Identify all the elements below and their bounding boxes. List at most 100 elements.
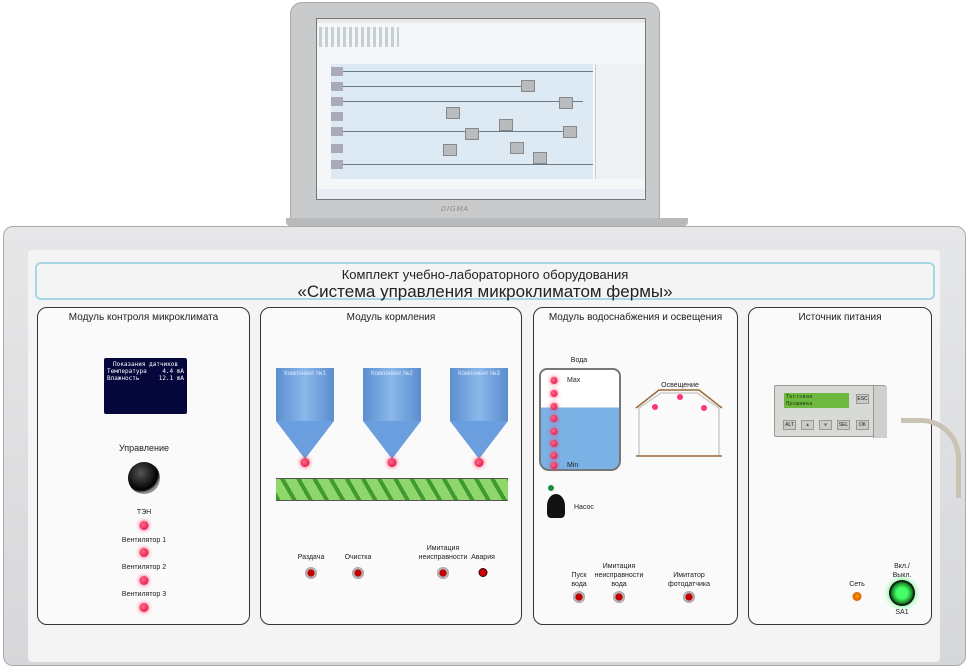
controller-panel: Тестовая Прошивка ESC ALT ⩓ ⩔ SEL OK <box>774 385 887 438</box>
lighting-label: Освещение <box>661 382 699 389</box>
row-label: Влажность <box>107 375 140 382</box>
input-row <box>331 112 343 121</box>
control-knob[interactable] <box>128 462 160 494</box>
climate-module: Модуль контроля микроклимата Показания д… <box>37 307 250 625</box>
button-label: Раздача <box>297 554 325 561</box>
water-start-button[interactable] <box>573 591 585 603</box>
sel-key[interactable]: SEL <box>837 420 850 430</box>
water-fault-button[interactable] <box>613 591 625 603</box>
barn-icon <box>635 389 723 457</box>
function-block[interactable] <box>521 80 535 92</box>
alt-key[interactable]: ALT <box>783 420 796 430</box>
esc-key[interactable]: ESC <box>856 394 869 404</box>
controller-port <box>873 386 887 438</box>
display-row-humidity: Влажность 12.1 mA <box>107 375 184 382</box>
function-block[interactable] <box>559 97 573 109</box>
indicator-label: Вентилятор 3 <box>121 591 167 598</box>
pump-icon <box>547 494 565 518</box>
max-label: Max <box>567 377 581 384</box>
wire <box>343 101 583 102</box>
sensor-display: Показания датчиков Температура 4.4 mA Вла… <box>104 358 187 414</box>
cable <box>901 418 961 498</box>
min-label: Min <box>567 462 579 469</box>
button-label: Очистка <box>344 554 372 561</box>
fault-simulation-button[interactable] <box>437 567 449 579</box>
hopper-label: Компонент №3 <box>450 368 508 421</box>
properties-panel <box>595 64 645 179</box>
input-row <box>331 67 343 76</box>
laptop-base <box>286 218 688 226</box>
switch-label: Вкл./ Выкл. <box>892 563 912 579</box>
hopper-3: Компонент №3 <box>450 368 508 459</box>
level-led <box>550 440 558 447</box>
button-label: Имитация неисправности <box>418 545 468 561</box>
lcd-line: Тестовая <box>786 394 813 400</box>
input-row <box>331 82 343 91</box>
dispense-button[interactable] <box>305 567 317 579</box>
button-label: Имитация неисправности вода <box>594 563 644 588</box>
wire <box>343 86 523 87</box>
function-block[interactable] <box>465 128 479 140</box>
row-value: 12.1 mA <box>158 375 184 382</box>
alarm-led <box>478 568 488 577</box>
row-value: 4.4 mA <box>162 368 184 375</box>
row-label: Температура <box>107 368 147 375</box>
wire <box>343 71 593 72</box>
wire <box>343 131 573 132</box>
indicator-label: ТЭН <box>136 509 152 516</box>
function-block[interactable] <box>533 152 547 164</box>
pump-label: Насос <box>574 504 594 511</box>
indicator-label: Вентилятор 1 <box>121 537 167 544</box>
photosensor-button[interactable] <box>683 591 695 603</box>
function-block[interactable] <box>510 142 524 154</box>
diagram-canvas[interactable] <box>331 64 593 179</box>
up-key[interactable]: ⩓ <box>801 420 814 430</box>
power-switch[interactable] <box>889 580 915 606</box>
control-label: Управление <box>118 443 170 453</box>
ok-key[interactable]: OK <box>856 420 869 430</box>
module-title: Модуль контроля микроклимата <box>68 312 219 323</box>
button-label: Пуск вода <box>571 572 587 588</box>
lcd-line: Прошивка <box>786 401 813 407</box>
level-led <box>550 415 558 422</box>
fan1-led <box>139 548 149 557</box>
level-led <box>550 452 558 459</box>
hopper-led <box>387 458 397 467</box>
down-key[interactable]: ⩔ <box>819 420 832 430</box>
feeding-module: Модуль кормления Компонент №1 Компонент … <box>260 307 522 625</box>
power-module: Источник питания Тестовая Прошивка ESC A… <box>748 307 961 625</box>
level-led <box>550 390 558 397</box>
cleaning-button[interactable] <box>352 567 364 579</box>
controller-lcd: Тестовая Прошивка <box>784 393 849 408</box>
function-block[interactable] <box>443 144 457 156</box>
title-line2: «Система управления микроклиматом фермы» <box>297 282 673 301</box>
function-block[interactable] <box>563 126 577 138</box>
net-led <box>852 592 862 601</box>
hopper-1: Компонент №1 <box>276 368 334 459</box>
function-block[interactable] <box>499 119 513 131</box>
laptop-screen <box>316 18 646 200</box>
fan2-led <box>139 576 149 585</box>
heater-led <box>139 521 149 530</box>
net-label: Сеть <box>849 581 865 588</box>
input-row <box>331 160 343 169</box>
hopper-label: Компонент №1 <box>276 368 334 421</box>
laptop: DIGMA <box>290 2 660 224</box>
auger-conveyor <box>276 478 508 501</box>
hopper-led <box>474 458 484 467</box>
wire <box>343 164 593 165</box>
tank-label: Вода <box>570 357 588 364</box>
taskbar <box>317 189 645 199</box>
input-row <box>331 127 343 136</box>
title-line1: Комплект учебно-лабораторного оборудован… <box>341 267 629 282</box>
panel-title: Комплект учебно-лабораторного оборудован… <box>35 262 935 301</box>
module-title: Источник питания <box>798 312 882 323</box>
level-led <box>550 403 558 410</box>
button-label: Имитатор фотодатчика <box>667 572 711 588</box>
level-led <box>550 462 558 469</box>
hopper-2: Компонент №2 <box>363 368 421 459</box>
input-row <box>331 144 343 153</box>
title-bar <box>317 19 645 23</box>
function-block[interactable] <box>446 107 460 119</box>
display-row-temperature: Температура 4.4 mA <box>107 368 184 375</box>
